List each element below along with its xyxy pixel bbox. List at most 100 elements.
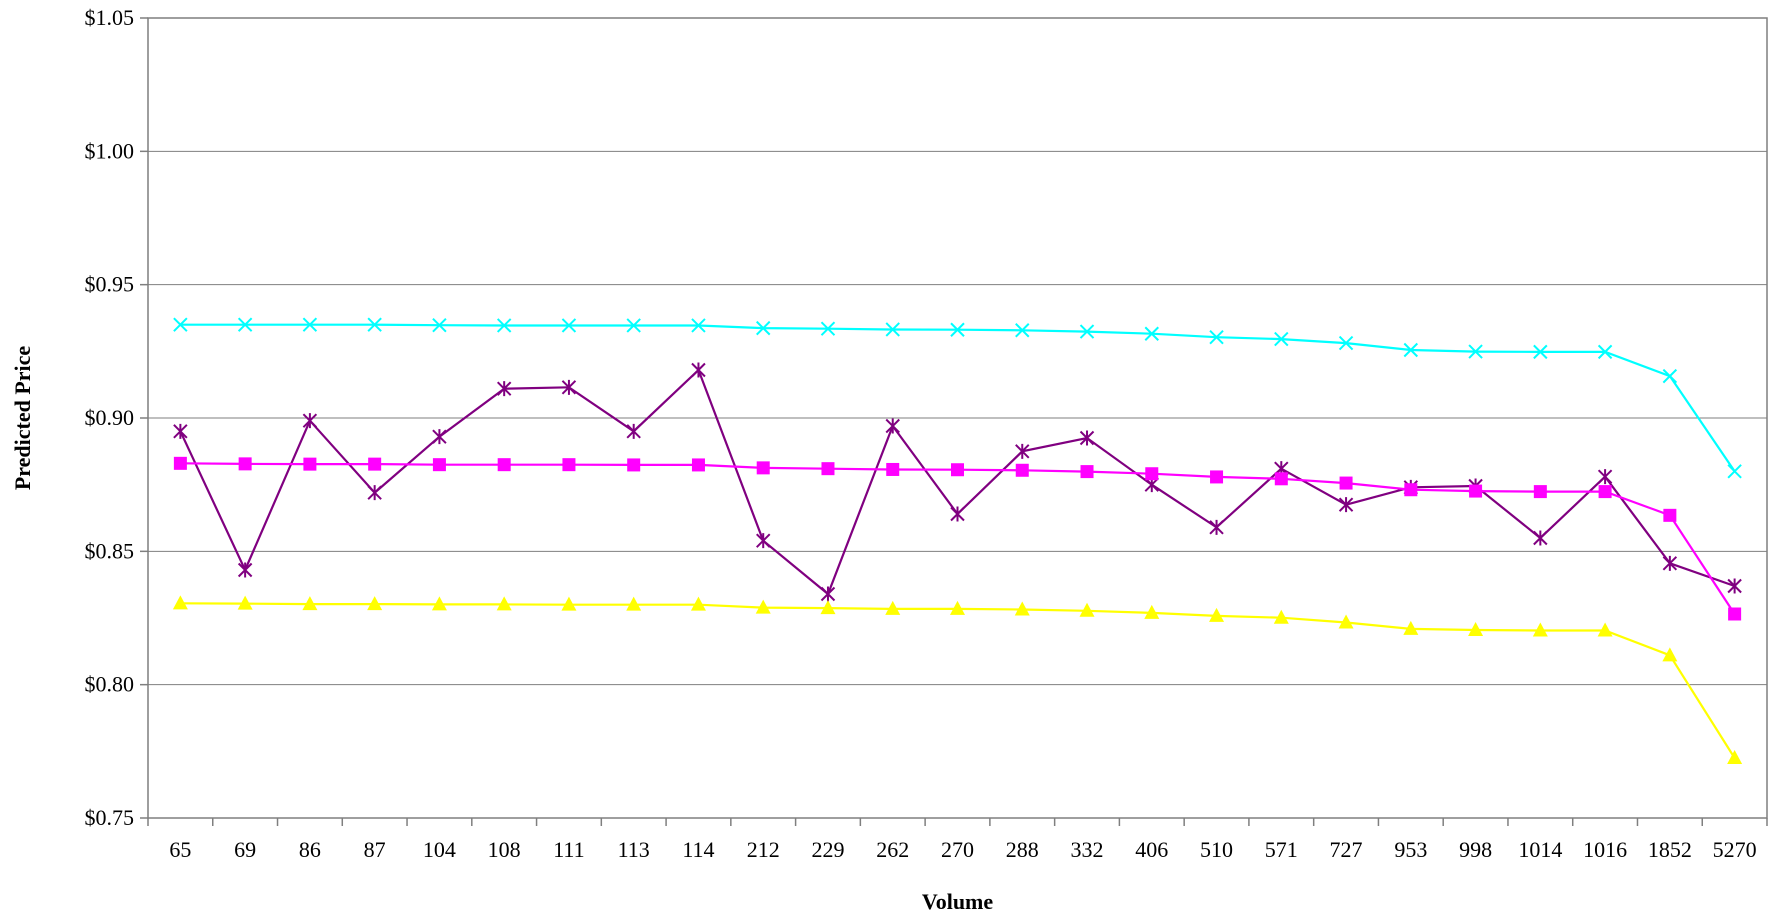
data-point: [237, 317, 253, 332]
data-point: [367, 485, 382, 501]
data-point: [885, 600, 901, 615]
data-point: [690, 596, 706, 611]
data-point: [950, 506, 965, 522]
data-point: [1338, 497, 1354, 513]
data-point: [1532, 622, 1548, 637]
data-point: [950, 322, 965, 337]
data-point: [1079, 430, 1095, 446]
data-point: [1663, 508, 1677, 522]
data-point: [432, 458, 446, 472]
series-2: [173, 456, 1742, 621]
data-point: [1209, 329, 1224, 345]
data-point: [238, 457, 252, 471]
data-point: [237, 595, 253, 610]
data-point: [1144, 326, 1159, 341]
x-tick-label: 108: [488, 837, 521, 862]
data-point: [1274, 331, 1289, 347]
series-line: [180, 462, 1736, 615]
data-point: [626, 318, 641, 333]
data-point: [367, 317, 382, 332]
data-point: [302, 596, 318, 611]
data-point: [1598, 485, 1612, 499]
data-point: [367, 596, 383, 611]
data-point: [1727, 464, 1742, 479]
plot-border: [147, 17, 1768, 819]
y-tick-label: $0.85: [85, 538, 135, 563]
data-point: [950, 600, 965, 615]
x-tick-label: 5270: [1713, 837, 1757, 862]
tick-labels: $0.75 $0.80 $0.85 $0.90 $0.95 $1.00 $1.05 65 69 8…: [85, 5, 1757, 862]
data-point: [173, 423, 188, 439]
x-tick-label: 406: [1135, 837, 1168, 862]
data-point: [302, 413, 318, 429]
data-point: [820, 586, 836, 602]
data-point: [1209, 519, 1224, 535]
data-point: [1015, 463, 1029, 477]
data-point: [1662, 555, 1678, 571]
data-point: [755, 599, 771, 614]
data-point: [691, 318, 706, 333]
data-point: [820, 321, 836, 336]
data-point: [561, 318, 577, 333]
data-point: [885, 322, 900, 337]
data-point: [1728, 607, 1742, 621]
x-tick-label: 1016: [1583, 837, 1627, 862]
data-point: [626, 596, 642, 611]
data-point: [1468, 344, 1483, 359]
data-point: [1273, 609, 1289, 624]
data-point: [1145, 467, 1159, 481]
x-axis-title: Volume: [922, 889, 994, 914]
data-point: [1533, 344, 1548, 360]
data-point: [496, 381, 512, 397]
data-point: [1015, 443, 1030, 459]
series-group: [172, 317, 1743, 764]
y-tick-label: $1.00: [85, 138, 135, 163]
data-point: [951, 463, 964, 477]
x-tick-label: 69: [234, 837, 256, 862]
data-point: [1338, 335, 1354, 351]
data-point: [1662, 647, 1678, 662]
x-tick-label: 571: [1265, 837, 1298, 862]
data-point: [1403, 342, 1419, 358]
data-point: [1209, 607, 1225, 622]
data-point: [1339, 476, 1353, 490]
series-line: [180, 323, 1736, 472]
series-1: [173, 362, 1742, 602]
y-tick-label: $0.75: [85, 805, 135, 830]
x-tick-label: 65: [169, 837, 191, 862]
data-point: [1469, 484, 1483, 498]
data-point: [173, 456, 187, 470]
data-point: [368, 457, 382, 471]
data-point: [496, 596, 512, 611]
data-point: [432, 317, 447, 333]
data-point: [1597, 344, 1613, 360]
y-tick-label: $1.05: [85, 5, 135, 30]
data-point: [496, 318, 512, 333]
x-tick-label: 332: [1071, 837, 1104, 862]
data-point: [1727, 578, 1742, 594]
x-tick-label: 727: [1330, 837, 1363, 862]
data-point: [820, 600, 836, 615]
y-tick-label: $0.80: [85, 672, 135, 697]
x-tick-label: 87: [364, 837, 386, 862]
data-point: [237, 562, 253, 578]
x-tick-label: 998: [1459, 837, 1492, 862]
data-point: [1662, 368, 1678, 384]
series-3: [172, 595, 1743, 764]
data-point: [1403, 620, 1419, 635]
data-point: [1404, 483, 1418, 497]
x-tick-label: 288: [1006, 837, 1039, 862]
x-tick-label: 1014: [1518, 837, 1562, 862]
data-point: [432, 429, 447, 445]
data-point: [1597, 469, 1613, 485]
data-point: [821, 462, 835, 476]
data-point: [561, 379, 577, 395]
data-point: [1014, 601, 1030, 616]
y-tick-label: $0.95: [85, 272, 135, 297]
data-point: [756, 461, 770, 475]
x-tick-label: 104: [423, 837, 456, 862]
data-point: [497, 458, 511, 472]
data-point: [1080, 465, 1094, 479]
data-point: [691, 458, 705, 472]
